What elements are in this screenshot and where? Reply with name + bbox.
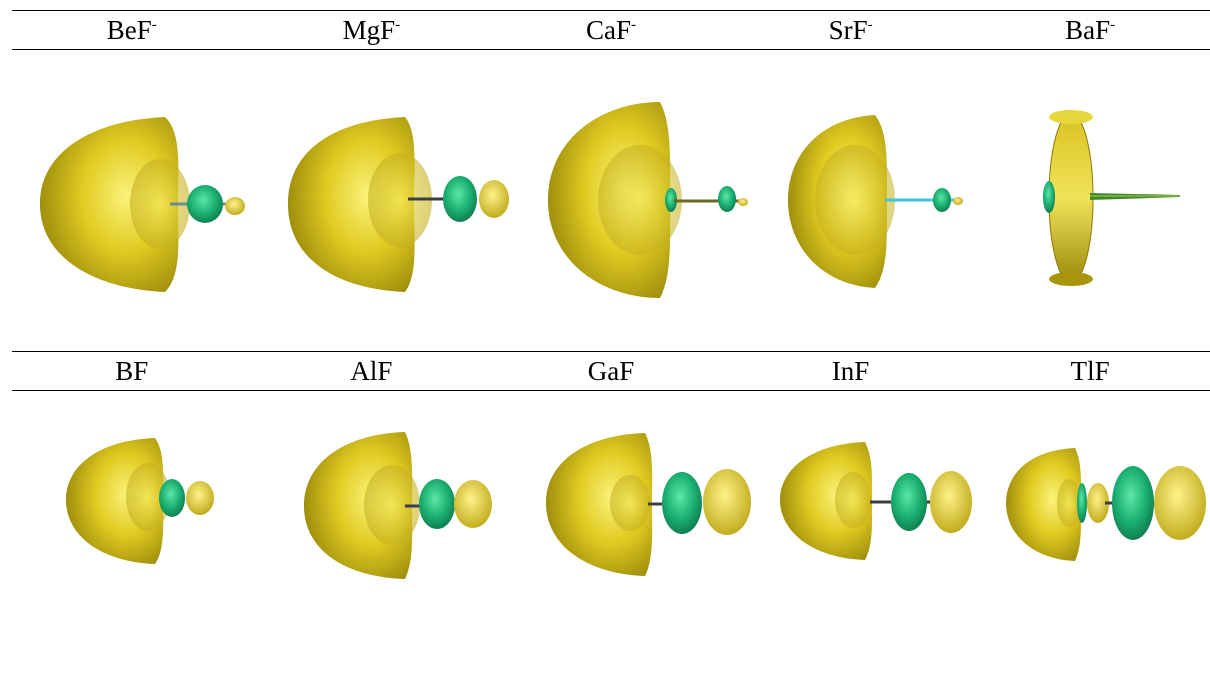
label-inf: InF <box>831 356 870 386</box>
label-baf: BaF- <box>1065 15 1116 45</box>
top-rule-1 <box>12 10 1210 11</box>
bottom-header-row: BF AlF GaF InF TlF <box>12 354 1210 388</box>
label-bf: BF <box>115 356 149 386</box>
label-alf: AlF <box>350 356 393 386</box>
orbital-caf <box>548 102 748 298</box>
orbital-gaf <box>546 433 751 576</box>
orbital-bf <box>66 438 214 564</box>
orbital-mgf <box>288 117 509 292</box>
label-mgf: MgF- <box>342 15 401 45</box>
label-gaf: GaF <box>587 356 635 386</box>
label-bef: BeF- <box>106 15 157 45</box>
bottom-rule-2 <box>12 390 1210 391</box>
bottom-rule-1 <box>12 351 1210 352</box>
orbital-srf <box>788 115 963 288</box>
orbital-baf <box>1043 110 1180 286</box>
orbital-alf <box>304 432 492 579</box>
label-caf: CaF- <box>585 15 636 45</box>
label-srf: SrF- <box>828 15 873 45</box>
orbital-bef <box>40 117 245 292</box>
top-header-row: BeF- MgF- CaF- SrF- BaF- <box>12 13 1210 47</box>
label-tlf: TlF <box>1070 356 1110 386</box>
top-rule-2 <box>12 49 1210 50</box>
orbital-tlf <box>1006 448 1206 561</box>
orbital-inf <box>780 442 972 560</box>
